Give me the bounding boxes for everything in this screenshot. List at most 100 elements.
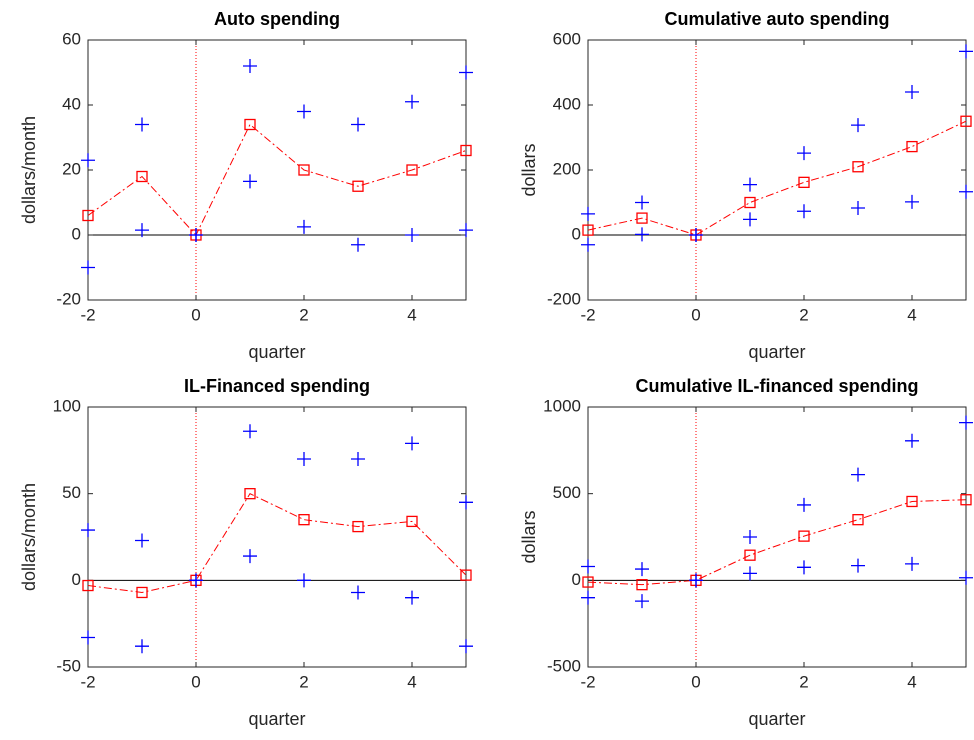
series-line — [87, 123, 467, 236]
x-tick-label: -2 — [80, 305, 95, 324]
bound-marker — [135, 117, 149, 132]
point-marker — [852, 514, 864, 526]
axes: -2 0 2 4 -200 0 200 400 600 Cumulative auto spend… — [519, 9, 973, 362]
x-tick-label: 0 — [691, 305, 700, 324]
bound-marker — [405, 590, 419, 605]
y-tick-label: 1000 — [543, 396, 581, 415]
y-tick-label: 0 — [72, 570, 81, 589]
bound-marker — [905, 433, 919, 448]
x-tick-label: -2 — [580, 305, 595, 324]
bound-marker — [851, 467, 865, 482]
bound-marker — [959, 415, 973, 430]
bound-marker — [797, 497, 811, 512]
bound-marker — [243, 424, 257, 439]
bound-marker — [851, 558, 865, 573]
plot-area — [588, 40, 966, 300]
series-line — [587, 499, 967, 586]
bound-marker — [635, 562, 649, 577]
bound-marker — [189, 573, 203, 588]
x-tick-label: -2 — [580, 672, 595, 691]
y-axis-label: dollars/month — [19, 116, 39, 224]
bound-marker — [297, 104, 311, 119]
point-marker — [906, 495, 918, 508]
y-axis-label: dollars — [519, 510, 539, 563]
y-tick-label: 200 — [553, 159, 581, 178]
bound-marker — [851, 201, 865, 216]
bound-marker — [635, 594, 649, 609]
bound-marker — [135, 223, 149, 238]
axes: -2 0 2 4 -50 0 50 100 IL-Financed spending quarte… — [19, 376, 473, 729]
point-marker — [460, 144, 472, 157]
bound-marker — [905, 194, 919, 209]
bound-marker — [81, 523, 95, 538]
x-tick-label: 4 — [407, 672, 416, 691]
series-line — [87, 493, 467, 593]
point-marker — [582, 224, 594, 236]
bound-marker — [351, 237, 365, 252]
bound-marker — [959, 184, 973, 199]
point-marker — [298, 514, 310, 526]
point-marker — [960, 115, 972, 127]
series-line — [587, 120, 967, 236]
y-tick-label: 100 — [53, 396, 81, 415]
x-tick-label: 0 — [191, 672, 200, 691]
point-marker — [852, 161, 864, 173]
x-tick-label: -2 — [80, 672, 95, 691]
bound-marker — [459, 223, 473, 238]
bound-marker — [851, 118, 865, 133]
bound-marker — [243, 174, 257, 189]
bound-marker — [81, 260, 95, 275]
bound-marker — [81, 153, 95, 168]
bound-marker — [959, 44, 973, 59]
y-axis-label: dollars/month — [19, 483, 39, 591]
chart-title: Auto spending — [214, 9, 340, 29]
bound-marker — [189, 228, 203, 242]
point-marker — [798, 176, 810, 189]
x-tick-label: 0 — [191, 305, 200, 324]
bound-marker — [351, 452, 365, 466]
bound-marker — [459, 639, 473, 654]
bound-marker — [351, 117, 365, 132]
plot-area — [88, 40, 466, 300]
bound-marker — [135, 533, 149, 548]
point-marker — [636, 212, 648, 224]
bound-marker — [351, 585, 365, 600]
point-marker — [352, 520, 364, 533]
bound-marker — [905, 556, 919, 571]
bound-marker — [797, 560, 811, 575]
y-tick-label: -500 — [547, 656, 581, 675]
point-marker — [460, 569, 472, 581]
bound-marker — [405, 228, 419, 242]
x-tick-label: 2 — [299, 672, 308, 691]
plot-area — [88, 407, 466, 667]
y-tick-label: 500 — [553, 483, 581, 502]
x-axis-label: quarter — [748, 342, 805, 362]
y-tick-label: 400 — [553, 94, 581, 113]
point-marker — [744, 549, 756, 561]
bound-marker — [743, 212, 757, 227]
bound-marker — [581, 206, 595, 221]
y-tick-label: 50 — [62, 483, 81, 502]
y-tick-label: 40 — [62, 94, 81, 113]
x-axis-label: quarter — [748, 709, 805, 729]
x-tick-label: 4 — [907, 305, 916, 324]
bound-marker — [459, 495, 473, 510]
chart-title: IL-Financed spending — [184, 376, 370, 396]
x-axis-label: quarter — [248, 342, 305, 362]
y-tick-label: 600 — [553, 29, 581, 48]
x-tick-label: 2 — [299, 305, 308, 324]
bound-marker — [243, 549, 257, 564]
bound-marker — [743, 177, 757, 192]
point-marker — [406, 164, 418, 176]
y-tick-label: 0 — [72, 224, 81, 243]
point-marker — [298, 164, 310, 176]
point-marker — [82, 579, 94, 592]
x-tick-label: 4 — [407, 305, 416, 324]
bound-marker — [405, 436, 419, 451]
bound-marker — [297, 219, 311, 234]
bound-marker — [797, 146, 811, 161]
axes: -2 0 2 4 -500 0 500 1000 Cumulative IL-financed … — [519, 376, 973, 729]
point-marker — [906, 140, 918, 153]
bound-marker — [743, 566, 757, 581]
